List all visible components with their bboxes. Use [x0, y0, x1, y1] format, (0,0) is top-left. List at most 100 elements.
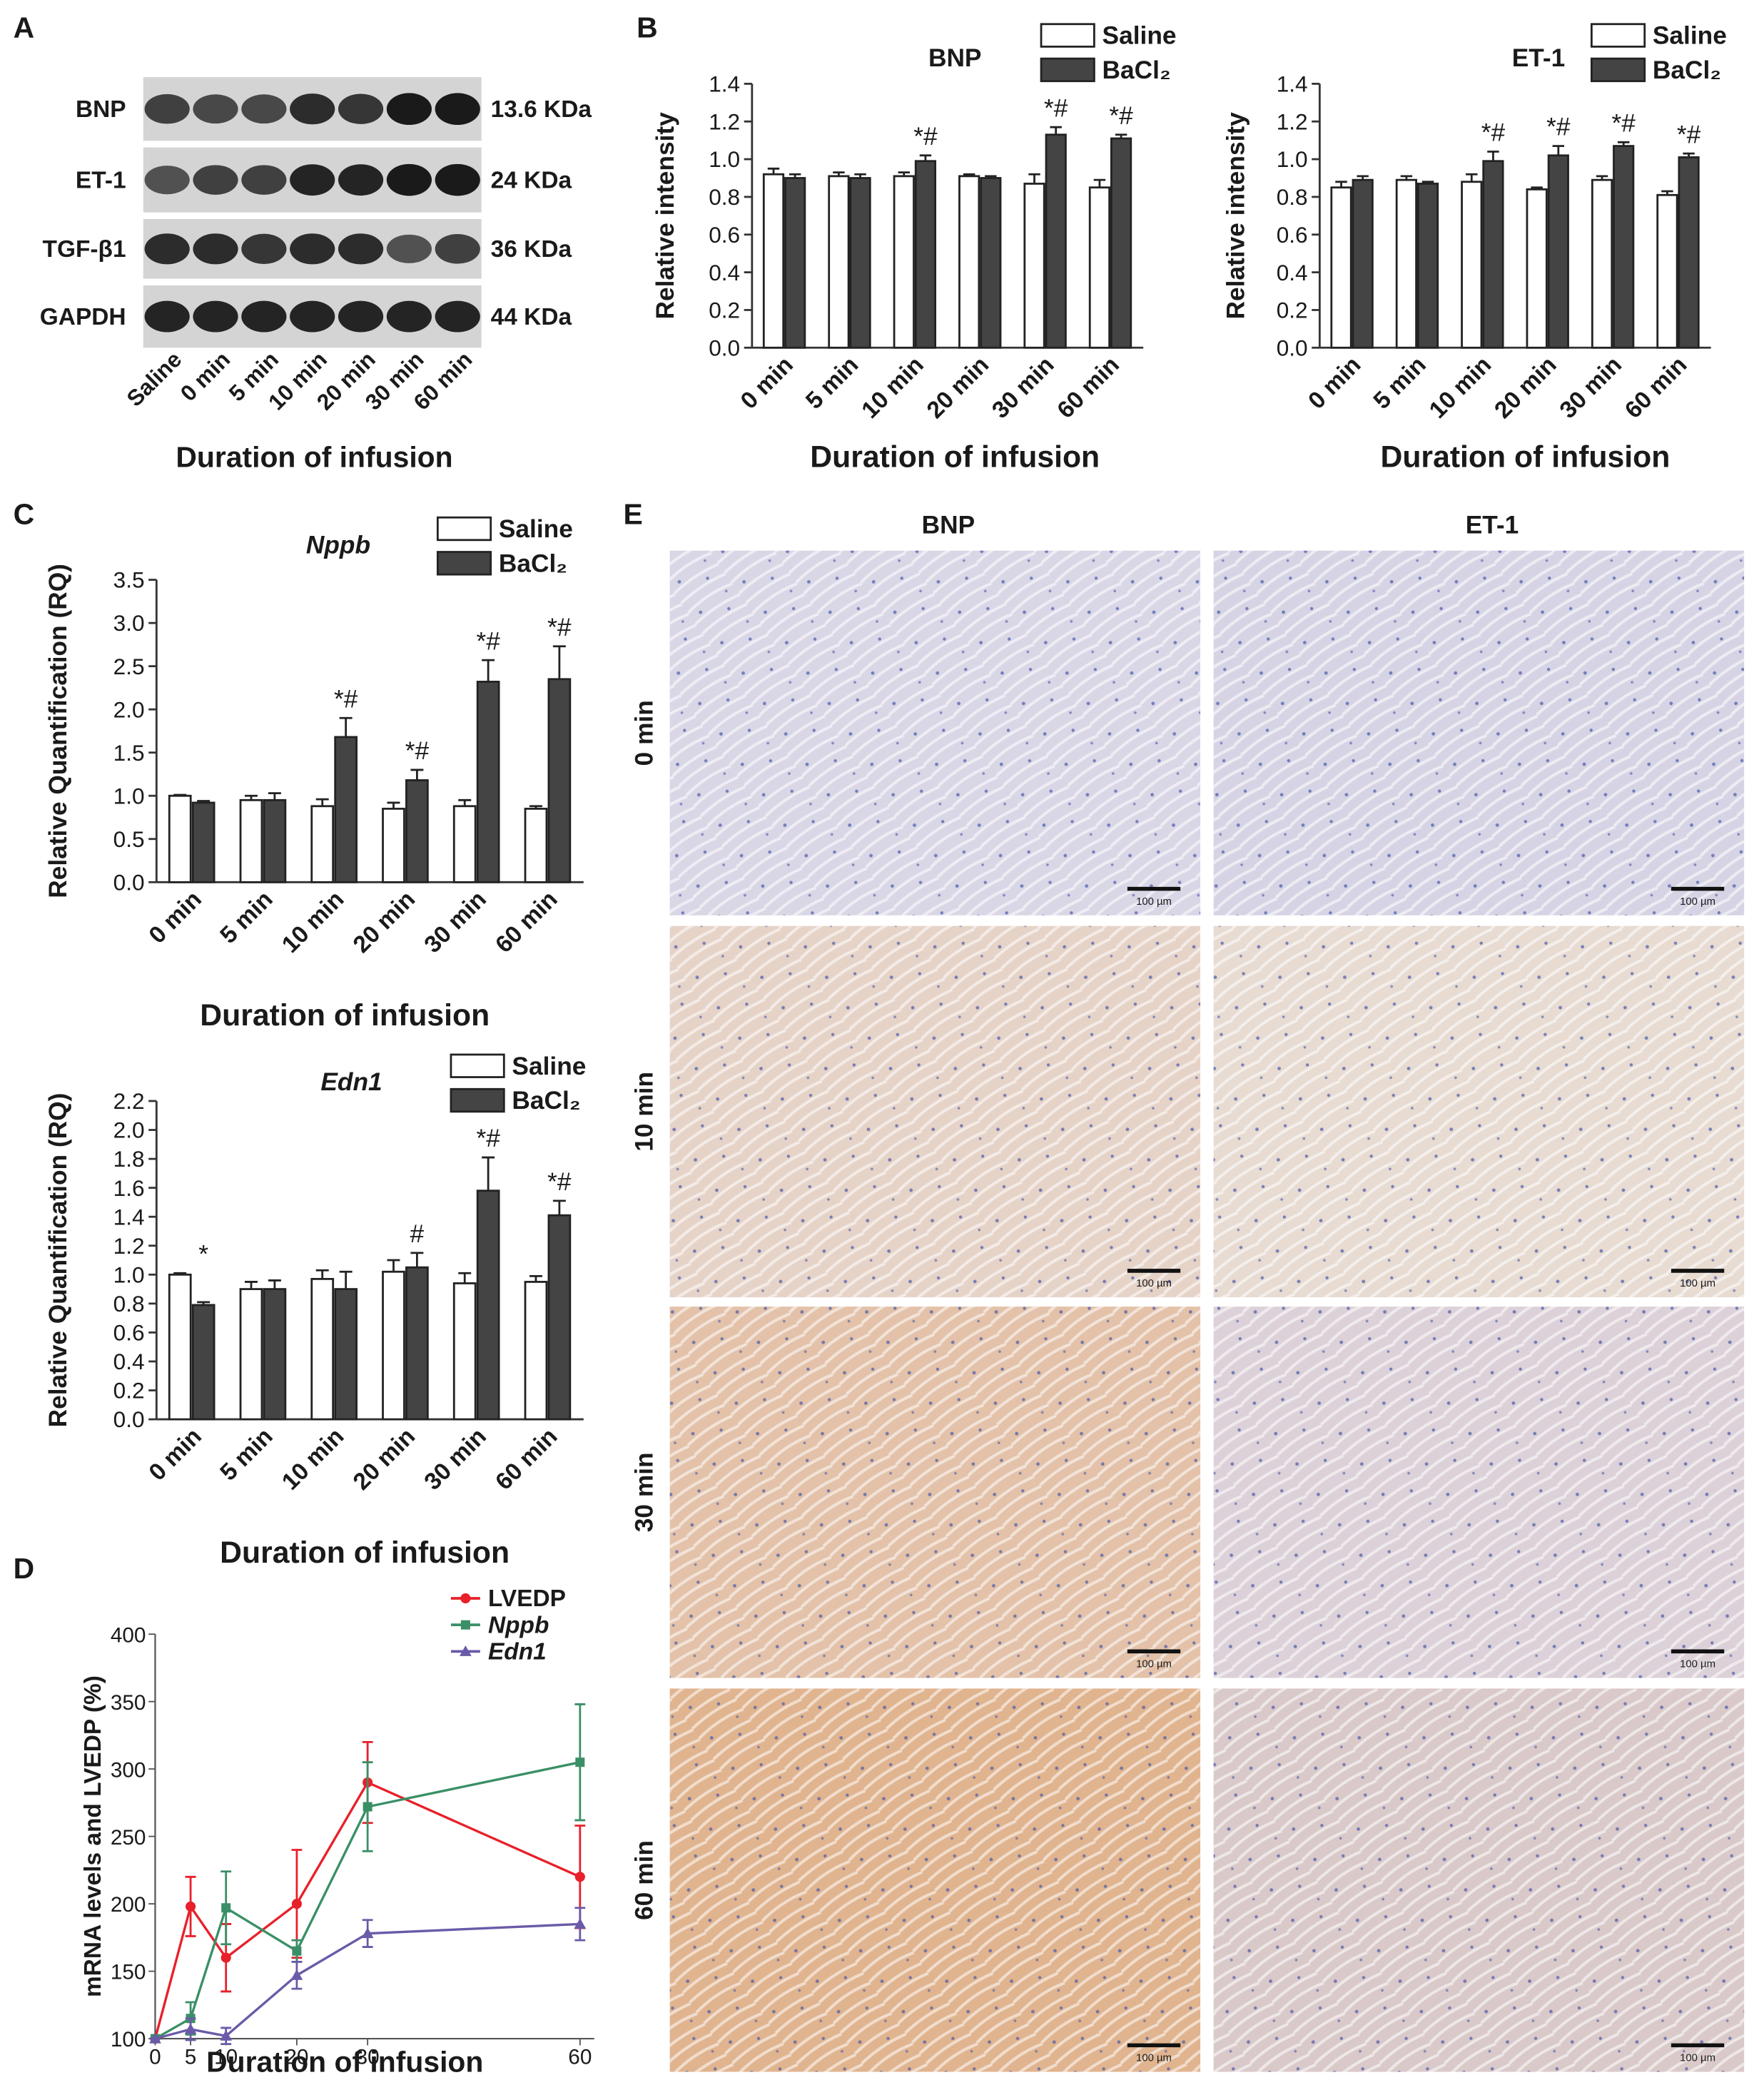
annotation: *# — [405, 737, 430, 765]
annotation: # — [410, 1220, 425, 1248]
bar — [784, 177, 806, 349]
bar — [762, 173, 785, 349]
bar — [893, 175, 915, 349]
y-tick-label: 1.2 — [1277, 108, 1308, 134]
histology-texture — [669, 550, 1201, 915]
y-tick-label: 1.0 — [113, 783, 145, 808]
x-tick-label: 5 min — [216, 886, 278, 949]
x-axis-label: Duration of infusion — [220, 1536, 510, 1570]
blot-band — [386, 234, 432, 263]
blot-xlabel: Duration of infusion — [176, 441, 452, 474]
histology-row: 0 min — [630, 700, 658, 766]
annotation: *# — [1677, 121, 1701, 148]
bar — [524, 1281, 548, 1421]
legend-label: Saline — [499, 515, 573, 543]
x-tick-label: 10 min — [1424, 352, 1496, 424]
histology-column: ET-1 — [1466, 511, 1519, 539]
blot-protein: GAPDH — [40, 304, 126, 330]
x-tick-label: 5 — [185, 2045, 197, 2069]
blot-band — [193, 165, 238, 195]
bar — [476, 681, 500, 883]
blot-band — [144, 93, 190, 124]
legend-swatch — [1590, 57, 1646, 83]
point — [361, 1927, 374, 1939]
bar — [334, 736, 358, 883]
point — [575, 1757, 585, 1767]
scale-bar-label: 100 µm — [1680, 1278, 1715, 1289]
blot-band — [435, 163, 480, 196]
x-tick-label: 30 min — [420, 886, 492, 958]
x-tick-label: 60 — [568, 2045, 592, 2069]
legend-swatch — [436, 516, 492, 542]
annotation: *# — [1044, 94, 1068, 122]
blot-band — [290, 93, 335, 125]
bar — [239, 798, 263, 883]
annotation: *# — [1612, 109, 1636, 137]
y-tick-label: 150 — [111, 1961, 146, 1984]
bar — [191, 801, 216, 883]
bar — [547, 1214, 572, 1421]
y-tick-label: 1.4 — [709, 71, 740, 97]
bar — [1482, 160, 1504, 349]
point — [460, 1593, 471, 1604]
annotation: *# — [1109, 102, 1133, 130]
annotation: *# — [476, 627, 500, 655]
point — [574, 1918, 587, 1929]
scale-bar-label: 100 µm — [1680, 1659, 1715, 1670]
legend-label: Saline — [512, 1052, 586, 1080]
annotation: *# — [334, 685, 358, 713]
blot-band — [386, 300, 432, 333]
x-tick-label: 5 min — [1369, 352, 1431, 415]
bar — [476, 1189, 500, 1421]
y-tick-label: 2.5 — [113, 654, 145, 679]
bar — [452, 1282, 477, 1421]
scale-bar-label: 100 µm — [1680, 2053, 1715, 2064]
legend-swatch — [1040, 57, 1095, 83]
legend-label: Edn1 — [488, 1638, 547, 1665]
point — [221, 1903, 231, 1913]
y-tick-label: 1.0 — [709, 146, 740, 172]
x-tick-label: 60 min — [490, 886, 562, 958]
blot-band — [290, 300, 335, 333]
y-tick-label: 250 — [111, 1826, 146, 1850]
y-tick-label: 200 — [111, 1893, 146, 1917]
y-axis-label: Relative intensity — [1222, 112, 1250, 320]
y-tick-label: 0.4 — [1277, 260, 1308, 285]
x-tick-label: 0 min — [736, 352, 799, 415]
histology-row: 10 min — [630, 1072, 658, 1152]
x-axis-label: Duration of infusion — [1380, 440, 1670, 475]
y-tick-label: 0.6 — [709, 222, 740, 248]
bar — [263, 1288, 287, 1421]
bar — [168, 1273, 192, 1421]
scale-bar-label: 100 µm — [1680, 896, 1715, 908]
x-tick-label: 30 — [356, 2045, 380, 2069]
panel-label: E — [624, 497, 643, 530]
y-tick-label: 1.0 — [113, 1262, 145, 1287]
scale-bar-label: 100 µm — [1136, 1659, 1172, 1670]
panel-label: A — [14, 11, 35, 44]
point — [220, 2029, 233, 2041]
bar — [1591, 178, 1613, 349]
x-axis-label: Duration of infusion — [200, 998, 490, 1033]
bar — [980, 177, 1002, 349]
x-axis-label: Duration of infusion — [206, 2046, 483, 2079]
y-tick-label: 0.0 — [113, 869, 145, 895]
point — [291, 1899, 302, 1909]
histology-texture — [669, 1688, 1201, 2072]
blot-band — [435, 93, 480, 126]
x-axis-label: Duration of infusion — [810, 440, 1100, 475]
y-tick-label: 0.8 — [113, 1291, 145, 1317]
blot-band — [338, 300, 384, 333]
y-tick-label: 0.4 — [113, 1349, 145, 1374]
y-tick-label: 400 — [111, 1623, 146, 1647]
x-tick-label: 0 — [149, 2045, 161, 2069]
y-tick-label: 1.4 — [113, 1204, 145, 1229]
legend-label: LVEDP — [488, 1586, 566, 1612]
bar — [1330, 186, 1352, 349]
x-tick-label: 5 min — [801, 352, 863, 415]
y-tick-label: 0.8 — [709, 184, 740, 210]
x-tick-label: 10 — [214, 2045, 238, 2069]
bar — [524, 808, 548, 883]
annotation: *# — [913, 123, 938, 151]
blot-size: 24 KDa — [491, 167, 572, 193]
